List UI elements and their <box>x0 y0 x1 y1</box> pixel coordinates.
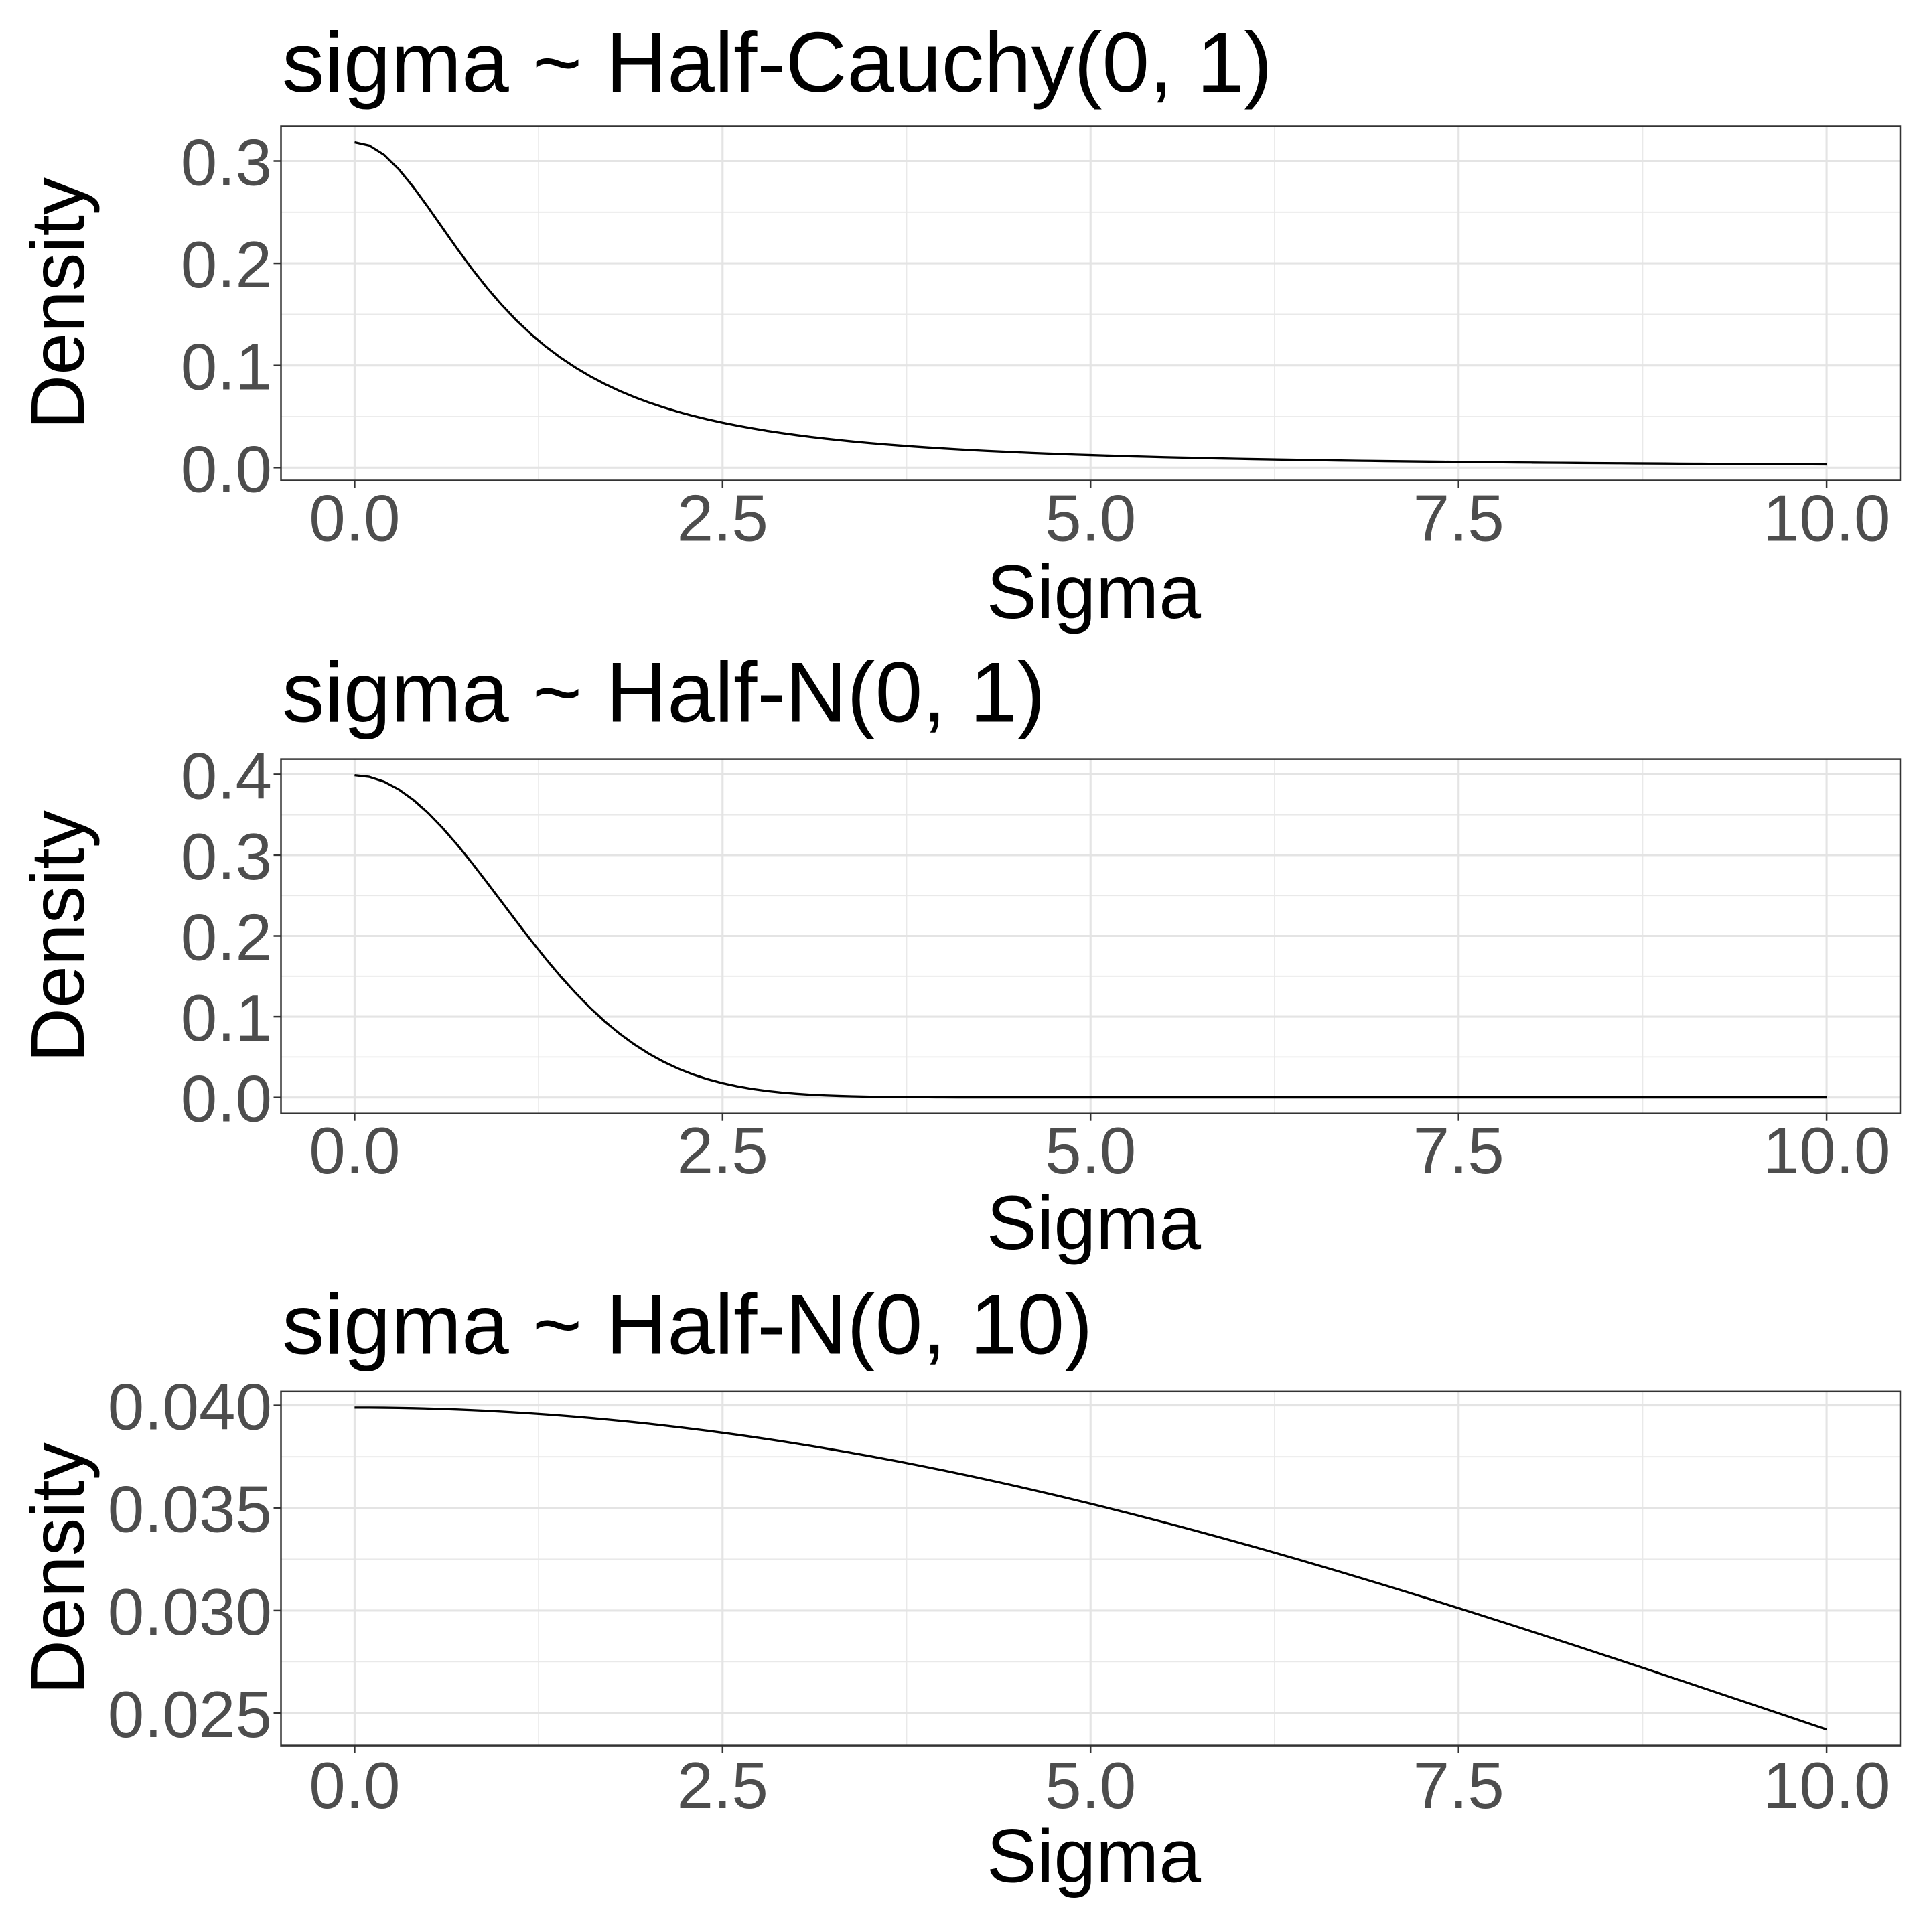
svg-text:7.5: 7.5 <box>1413 1114 1504 1187</box>
svg-text:10.0: 10.0 <box>1763 481 1891 555</box>
svg-text:0.040: 0.040 <box>108 1370 272 1444</box>
svg-text:Density: Density <box>15 810 100 1062</box>
svg-text:0.1: 0.1 <box>181 330 272 404</box>
svg-text:0.4: 0.4 <box>181 739 272 812</box>
svg-text:0.025: 0.025 <box>108 1678 272 1751</box>
svg-text:sigma ~ Half-N(0, 10): sigma ~ Half-N(0, 10) <box>282 1277 1092 1372</box>
svg-text:0.2: 0.2 <box>181 228 272 301</box>
svg-text:Density: Density <box>15 177 100 429</box>
svg-text:sigma ~ Half-Cauchy(0, 1): sigma ~ Half-Cauchy(0, 1) <box>282 15 1273 110</box>
svg-text:Sigma: Sigma <box>987 1814 1201 1899</box>
svg-text:Sigma: Sigma <box>987 550 1201 634</box>
svg-text:2.5: 2.5 <box>677 1114 768 1187</box>
svg-text:10.0: 10.0 <box>1763 1749 1891 1822</box>
svg-text:10.0: 10.0 <box>1763 1114 1891 1187</box>
svg-text:7.5: 7.5 <box>1413 1749 1504 1822</box>
svg-text:7.5: 7.5 <box>1413 481 1504 555</box>
svg-text:0.035: 0.035 <box>108 1473 272 1546</box>
svg-text:5.0: 5.0 <box>1045 481 1136 555</box>
svg-text:5.0: 5.0 <box>1045 1749 1136 1822</box>
svg-text:2.5: 2.5 <box>677 481 768 555</box>
svg-text:0.0: 0.0 <box>181 432 272 506</box>
svg-text:5.0: 5.0 <box>1045 1114 1136 1187</box>
svg-text:0.0: 0.0 <box>309 1114 400 1187</box>
svg-text:0.0: 0.0 <box>309 1749 400 1822</box>
svg-text:sigma ~ Half-N(0, 1): sigma ~ Half-N(0, 1) <box>282 645 1046 740</box>
svg-text:0.3: 0.3 <box>181 126 272 200</box>
svg-text:0.2: 0.2 <box>181 901 272 974</box>
svg-text:0.1: 0.1 <box>181 981 272 1055</box>
svg-text:0.030: 0.030 <box>108 1575 272 1649</box>
svg-text:0.0: 0.0 <box>181 1062 272 1136</box>
svg-text:0.3: 0.3 <box>181 820 272 893</box>
svg-text:0.0: 0.0 <box>309 481 400 555</box>
svg-text:Sigma: Sigma <box>987 1181 1201 1265</box>
svg-text:2.5: 2.5 <box>677 1749 768 1822</box>
svg-text:Density: Density <box>15 1442 100 1694</box>
